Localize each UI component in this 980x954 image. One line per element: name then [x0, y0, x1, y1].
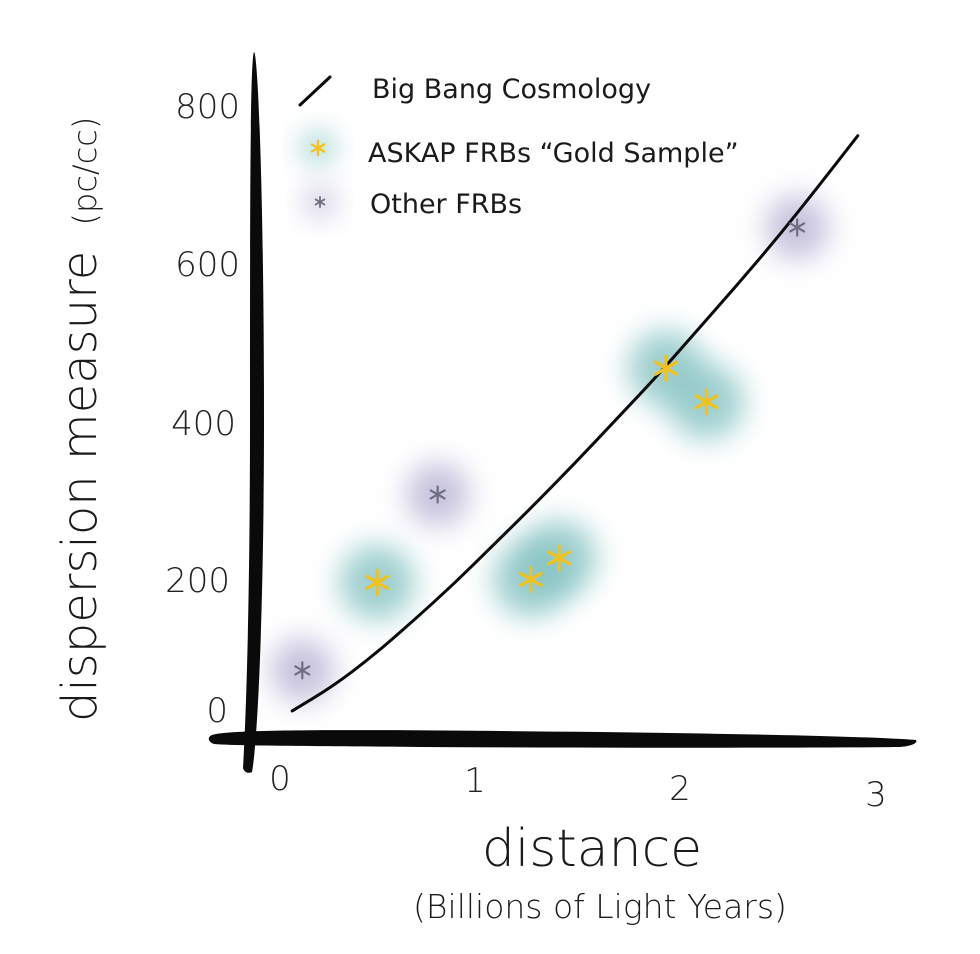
x-axis-line [208, 730, 917, 748]
legend: Big Bang Cosmology ASKAP FRBs “Gold Samp… [298, 74, 739, 220]
legend-other-swatch [305, 187, 335, 217]
y-tick-label: 800 [175, 87, 240, 127]
other-frb-point [789, 218, 806, 237]
legend-label: Big Bang Cosmology [372, 74, 651, 105]
legend-other-star [314, 196, 326, 208]
point-glow-layer [270, 195, 830, 703]
legend-askap-star [310, 139, 326, 157]
y-axis-line [243, 52, 264, 773]
legend-label: ASKAP FRBs “Gold Sample” [368, 138, 739, 169]
x-axis-title: distance [482, 819, 702, 879]
askap-frb-point [653, 354, 678, 382]
askap-frb-point [365, 568, 390, 597]
x-tick-label: 3 [865, 775, 887, 815]
x-axis-subtitle: (Billions of Light Years) [413, 887, 787, 926]
askap-frb-point [694, 388, 719, 416]
legend-label: Other FRBs [370, 189, 522, 220]
x-tick-label: 1 [464, 761, 486, 801]
y-axis-title-unit: (pc/cc) [66, 117, 104, 226]
other-frb-point [294, 661, 311, 680]
y-tick-label: 200 [165, 561, 230, 601]
other-frb-point [429, 485, 446, 504]
x-tick-label: 0 [269, 759, 291, 799]
legend-askap-swatch [302, 132, 334, 164]
y-axis-title-main: dispersion measure [52, 251, 108, 722]
askap-frb-point [518, 565, 543, 593]
y-axis-title: dispersion measure (pc/cc) [52, 117, 108, 722]
x-tick-label: 2 [669, 769, 691, 809]
point-marker-layer [294, 218, 806, 680]
big-bang-cosmology-curve [290, 134, 860, 713]
legend-line-swatch [298, 75, 332, 107]
y-tick-label: 600 [175, 245, 240, 285]
askap-frb-point [546, 544, 571, 572]
y-tick-label: 0 [206, 691, 228, 731]
y-tick-label: 400 [171, 404, 236, 444]
